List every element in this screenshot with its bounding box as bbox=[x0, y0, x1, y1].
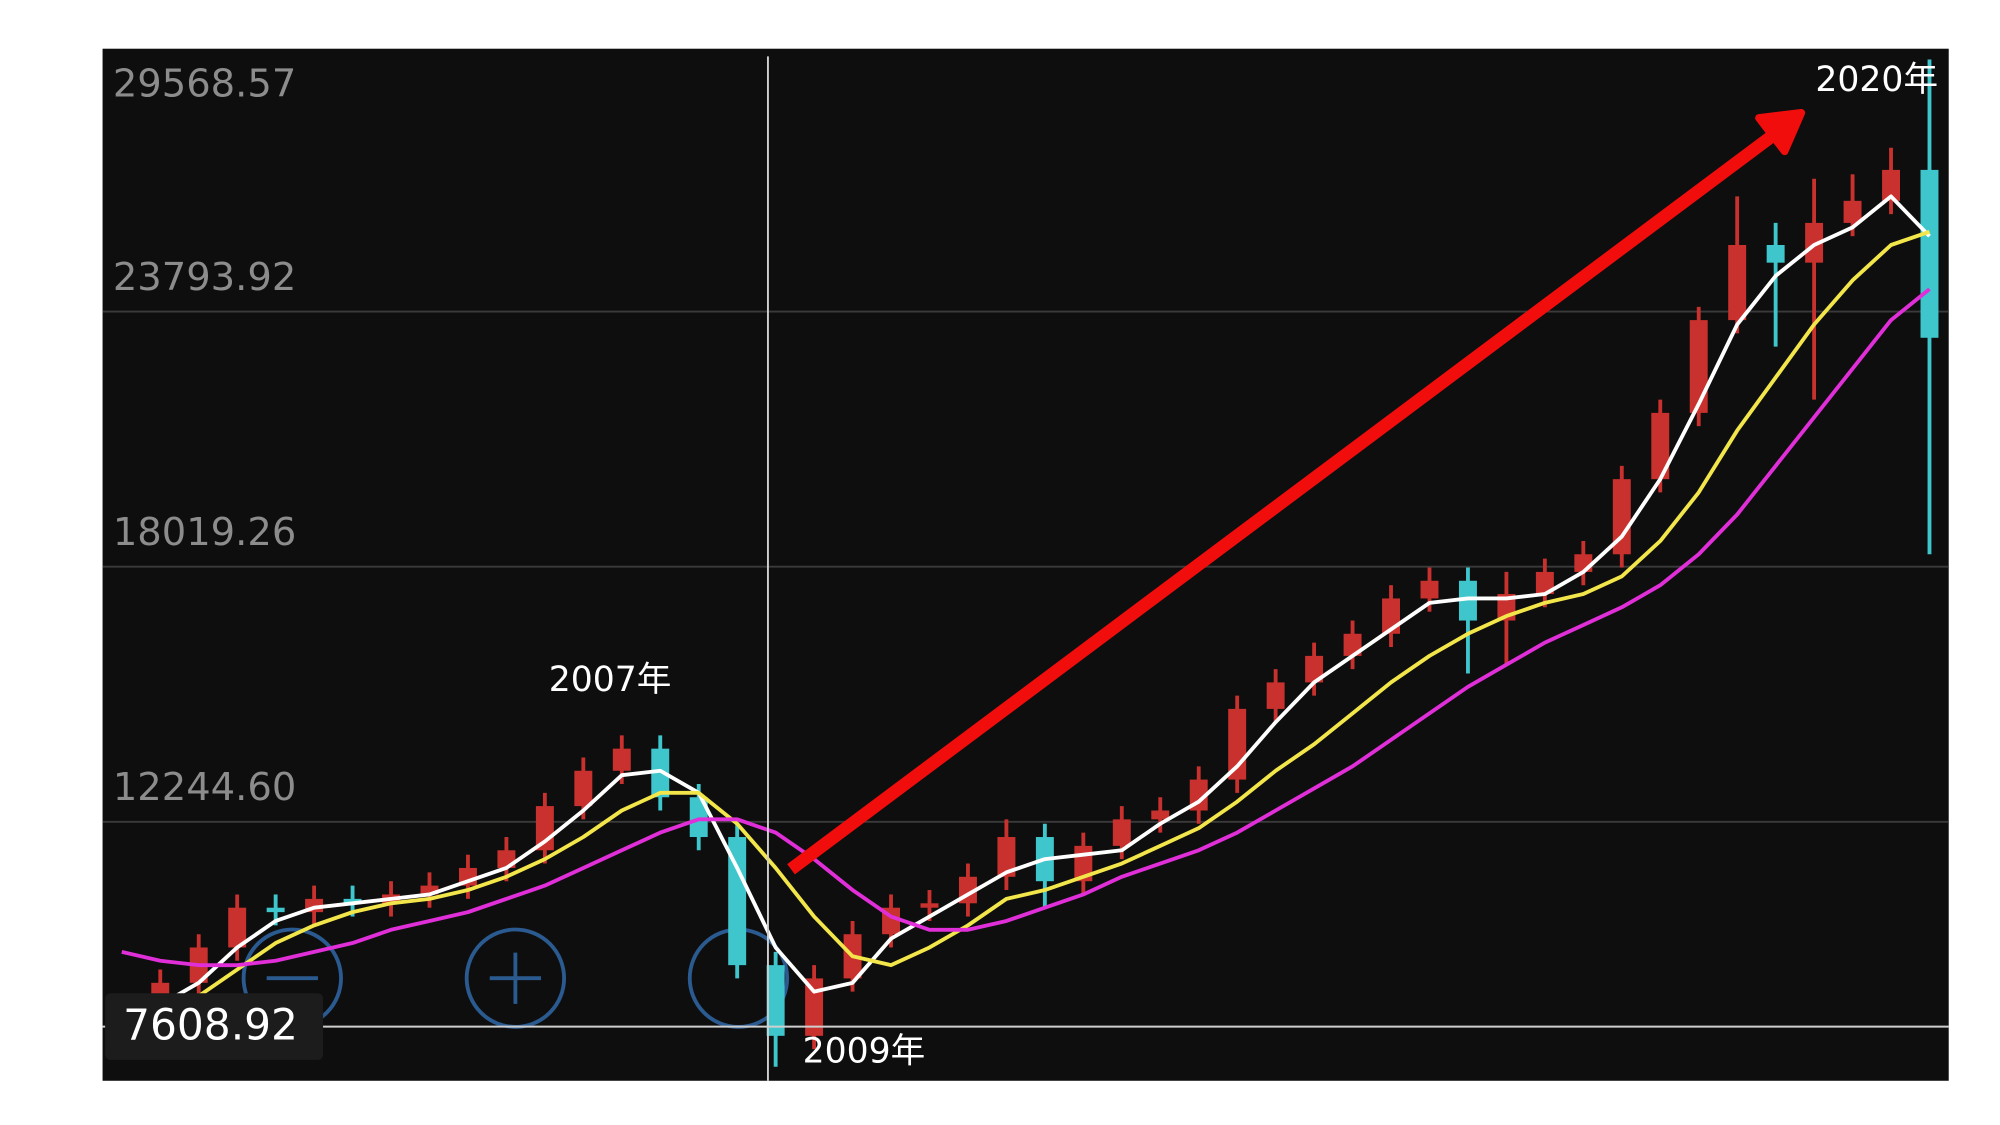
candle-body bbox=[1112, 819, 1131, 846]
candle-body bbox=[343, 898, 362, 904]
candle-body bbox=[1420, 580, 1439, 599]
candle-body bbox=[574, 770, 593, 807]
candle-body bbox=[1305, 655, 1324, 683]
overlay: 29568.57 23793.92 18019.26 12244.60 7608.92 2… bbox=[102, 56, 1949, 1081]
candle-body bbox=[1228, 708, 1247, 780]
candle-body bbox=[1458, 580, 1477, 621]
arrow-shaft bbox=[787, 128, 1780, 875]
candle-body bbox=[1766, 244, 1785, 263]
candle-body bbox=[766, 965, 785, 1036]
y-tick-label: 23793.92 bbox=[113, 255, 296, 300]
candle-body bbox=[920, 903, 939, 908]
candle-body bbox=[689, 797, 708, 838]
y-tick-label: 12244.60 bbox=[113, 765, 296, 810]
arrow-head bbox=[1755, 108, 1806, 156]
candle-body bbox=[997, 837, 1016, 877]
moving-averages bbox=[121, 194, 1931, 1025]
moving-average-line bbox=[121, 287, 1931, 968]
trend-arrow bbox=[787, 108, 1806, 875]
crosshair-label-box bbox=[105, 993, 324, 1060]
candle-body bbox=[1728, 244, 1747, 321]
candle-body bbox=[1843, 200, 1862, 223]
candle-body bbox=[805, 978, 824, 1036]
annotation: 2020年 bbox=[1815, 60, 1938, 100]
candle-body bbox=[1266, 682, 1285, 709]
plot-background bbox=[102, 48, 1949, 1081]
y-tick-label: 18019.26 bbox=[113, 510, 296, 555]
candle-body bbox=[228, 907, 247, 948]
candle-body bbox=[420, 885, 439, 895]
crosshair-label: 7608.92 bbox=[123, 1000, 298, 1049]
candle-body bbox=[1920, 169, 1939, 338]
moving-average-line bbox=[121, 229, 1931, 1025]
annotation: 2007年 bbox=[549, 660, 672, 700]
candle-body bbox=[1343, 633, 1362, 656]
candle-body bbox=[266, 907, 285, 913]
candle-body bbox=[1535, 571, 1554, 595]
annotation: 2009年 bbox=[803, 1032, 926, 1072]
y-tick-label: 29568.57 bbox=[113, 61, 296, 106]
candle-body bbox=[1151, 810, 1170, 820]
grid bbox=[102, 310, 1949, 823]
candle-body bbox=[1574, 554, 1593, 572]
candle-body bbox=[1882, 169, 1900, 201]
candle-body bbox=[1612, 479, 1631, 555]
candle-body bbox=[1689, 320, 1708, 413]
candle-body bbox=[1651, 412, 1670, 480]
moving-average-line bbox=[121, 194, 1931, 1020]
candle-body bbox=[728, 837, 747, 966]
candle-body bbox=[1805, 222, 1824, 263]
candle-body bbox=[612, 748, 631, 771]
